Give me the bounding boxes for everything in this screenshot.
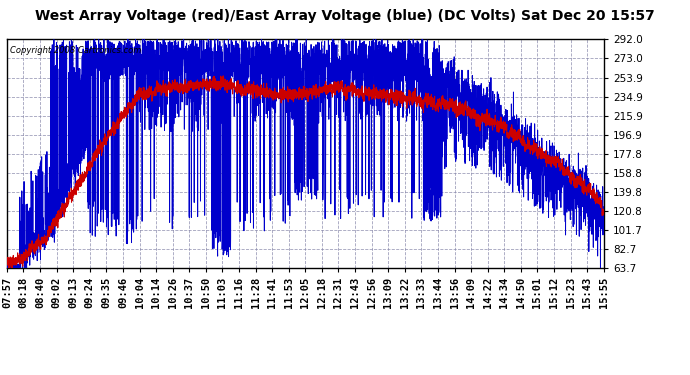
- Text: West Array Voltage (red)/East Array Voltage (blue) (DC Volts) Sat Dec 20 15:57: West Array Voltage (red)/East Array Volt…: [35, 9, 655, 23]
- Text: Copyright 2008 Cartronics.com: Copyright 2008 Cartronics.com: [10, 46, 141, 55]
